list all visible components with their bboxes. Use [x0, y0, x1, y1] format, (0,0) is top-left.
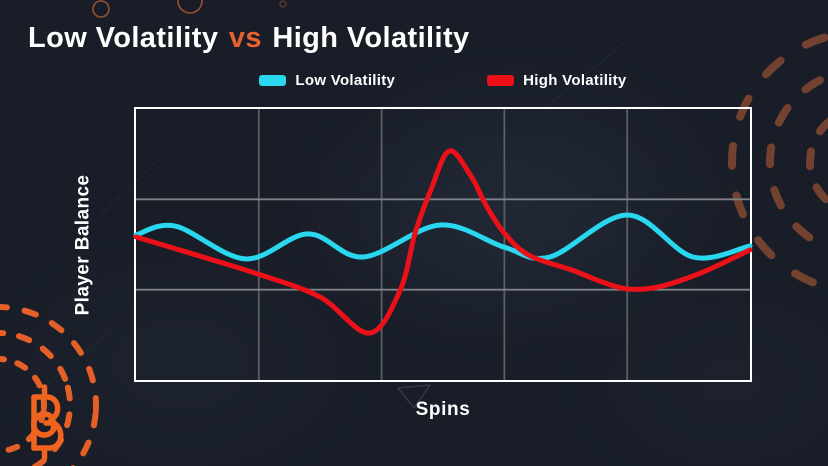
- volatility-line-chart: [133, 109, 753, 380]
- legend-item-high-volatility: High Volatility: [487, 72, 626, 89]
- page-title: Low Volatility vs High Volatility: [28, 22, 470, 55]
- high-volatility-swatch-icon: [487, 75, 515, 86]
- low-volatility-swatch-icon: [259, 75, 287, 86]
- high-volatility-line: [133, 148, 753, 336]
- legend-label-high: High Volatility: [523, 72, 627, 89]
- y-axis-label-wrap: Player Balance: [62, 109, 104, 380]
- small-rings-top-left-icon: [92, 0, 287, 18]
- y-axis-label: Player Balance: [72, 174, 93, 315]
- chart-legend: Low Volatility High Volatility: [136, 72, 750, 89]
- plot-area: [133, 107, 753, 382]
- title-vs: vs: [228, 22, 262, 54]
- bitcoin-b-logo-icon: [31, 384, 64, 461]
- legend-label-low: Low Volatility: [295, 72, 396, 89]
- legend-item-low-volatility: Low Volatility: [259, 72, 395, 89]
- low-volatility-line: [133, 212, 753, 262]
- title-right: High Volatility: [272, 22, 470, 54]
- title-left: Low Volatility: [28, 22, 219, 54]
- x-axis-label: Spins: [415, 399, 471, 420]
